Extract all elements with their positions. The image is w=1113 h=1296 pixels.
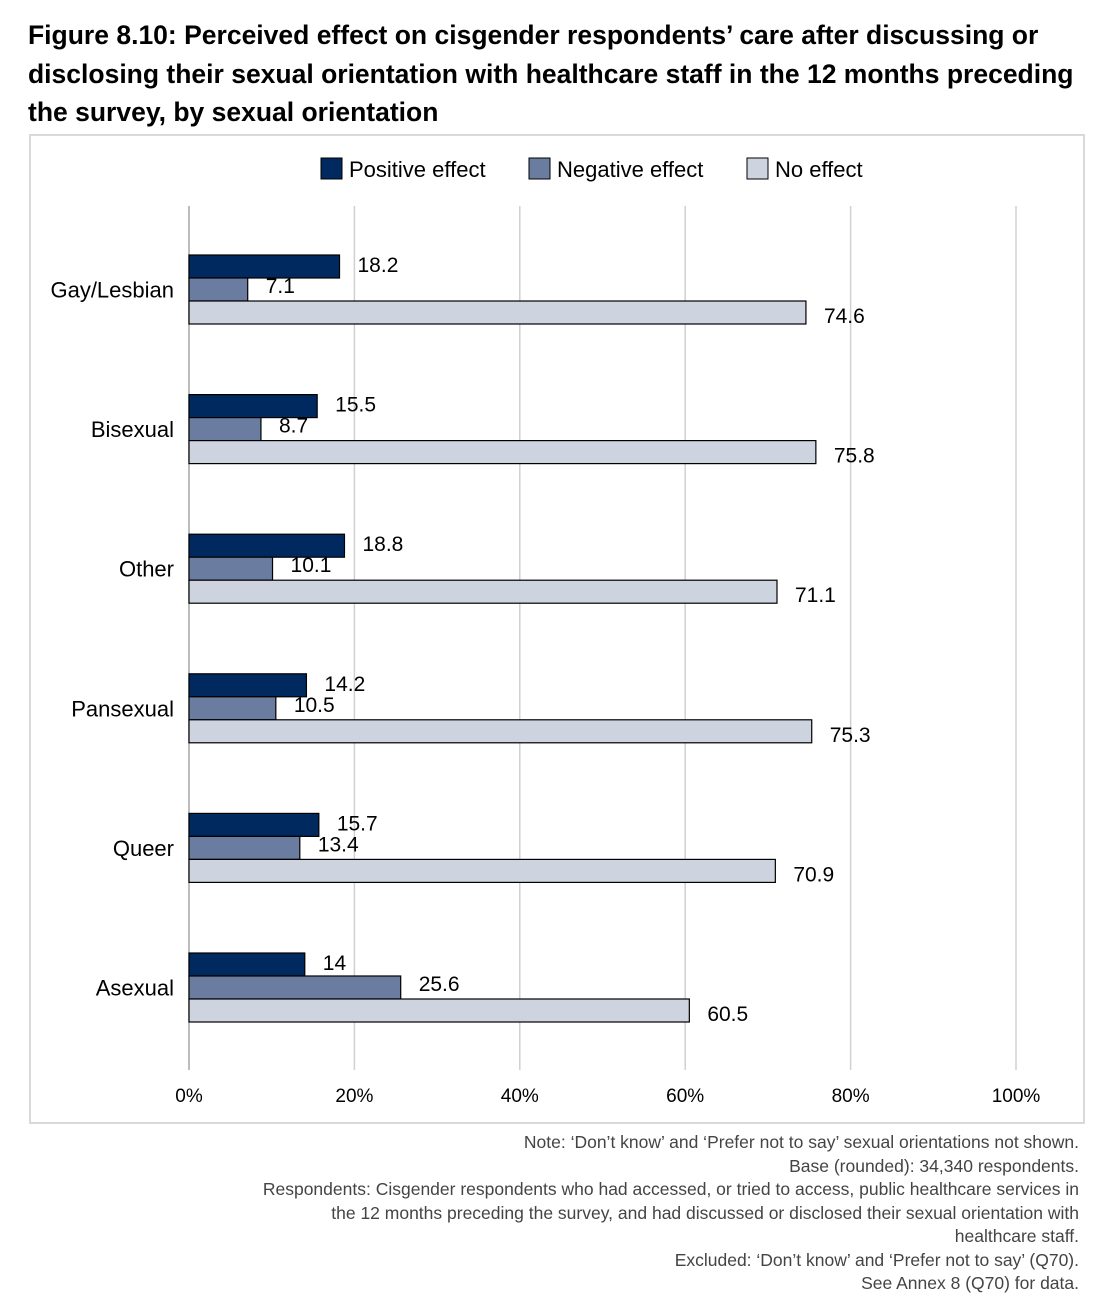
bar-negative-effect (188, 556, 274, 581)
bar-no-effect (188, 719, 813, 744)
data-label: 10.1 (291, 554, 332, 577)
note-line: Respondents: Cisgender respondents who h… (262, 1179, 1079, 1246)
bar-positive-effect (188, 952, 306, 977)
category-label: Asexual (96, 976, 174, 1001)
data-label: 7.1 (266, 275, 295, 298)
bar-negative-effect (188, 417, 262, 442)
legend-label: No effect (775, 157, 863, 182)
note-line: Excluded: ‘Don’t know’ and ‘Prefer not t… (674, 1249, 1079, 1270)
category-label: Bisexual (91, 417, 174, 442)
data-label: 14.2 (324, 673, 365, 696)
bar-no-effect (188, 300, 807, 325)
x-tick-label: 60% (666, 1086, 704, 1107)
data-label: 75.8 (834, 445, 875, 468)
data-label: 74.6 (824, 305, 865, 328)
x-tick-label: 0% (175, 1086, 203, 1107)
bar-no-effect (188, 579, 778, 604)
category-label: Other (119, 557, 174, 582)
bar-positive-effect (188, 254, 341, 279)
bar-no-effect (188, 998, 690, 1023)
note-line: See Annex 8 (Q70) for data. (861, 1273, 1079, 1293)
category-label: Pansexual (71, 696, 174, 721)
data-label: 25.6 (419, 973, 460, 996)
data-label: 60.5 (707, 1003, 748, 1026)
data-label: 18.8 (362, 533, 403, 556)
data-label: 71.1 (795, 584, 836, 607)
bar-negative-effect (188, 975, 402, 1000)
chart-frame (29, 134, 1085, 1124)
bar-no-effect (188, 440, 817, 465)
data-label: 8.7 (279, 415, 308, 438)
data-label: 14 (323, 952, 347, 975)
legend-label: Negative effect (557, 157, 703, 182)
data-label: 75.3 (830, 724, 871, 747)
figure-notes: Note: ‘Don’t know’ and ‘Prefer not to sa… (79, 1131, 1079, 1296)
bar-positive-effect (188, 673, 308, 698)
category-label: Gay/Lesbian (50, 278, 174, 303)
data-label: 15.5 (335, 394, 376, 417)
figure-title: Figure 8.10: Perceived effect on cisgend… (28, 20, 1074, 127)
x-tick-label: 40% (501, 1086, 539, 1107)
bar-negative-effect (188, 277, 249, 302)
note-line: Note: ‘Don’t know’ and ‘Prefer not to sa… (523, 1132, 1079, 1152)
x-tick-label: 100% (992, 1086, 1041, 1107)
data-label: 13.4 (318, 833, 359, 856)
legend-label: Positive effect (349, 157, 486, 182)
legend-swatch (528, 157, 551, 180)
bar-negative-effect (188, 696, 277, 721)
note-line: Base (rounded): 34,340 respondents. (789, 1155, 1079, 1176)
bar-positive-effect (188, 812, 320, 838)
bar-no-effect (188, 858, 776, 884)
category-label: Queer (113, 836, 174, 861)
data-label: 18.2 (358, 254, 399, 277)
bar-negative-effect (188, 835, 301, 861)
legend-swatch (746, 157, 769, 180)
data-label: 15.7 (337, 812, 378, 835)
legend-swatch (320, 157, 343, 180)
x-tick-label: 80% (832, 1086, 870, 1107)
data-label: 10.5 (294, 694, 335, 717)
x-tick-label: 20% (335, 1086, 373, 1107)
data-label: 70.9 (793, 863, 834, 886)
